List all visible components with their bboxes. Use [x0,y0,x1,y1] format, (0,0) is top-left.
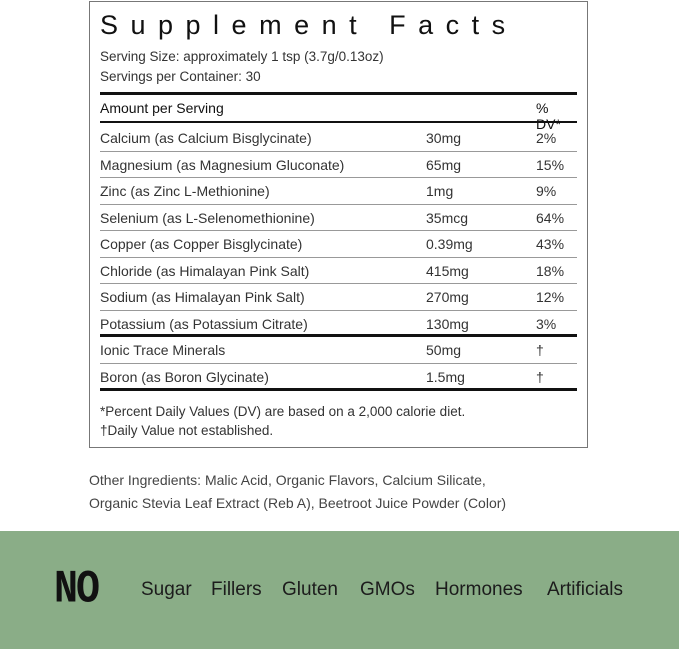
table-row: Chloride (as Himalayan Pink Salt) 415mg 18… [100,258,577,284]
dv-header: % DV* [536,100,561,132]
nutrient-amount: 1mg [426,183,454,199]
nutrient-amount: 30mg [426,130,462,146]
table-row: Boron (as Boron Glycinate) 1.5mg † [100,364,577,391]
nutrient-dv: 3% [536,315,557,332]
nutrient-amount: 130mg [426,315,469,332]
nutrient-name: Zinc (as Zinc L-Methionine) [100,183,270,199]
free-from-item: Fillers [211,579,262,600]
table-row: Magnesium (as Magnesium Gluconate) 65mg 15… [100,152,577,178]
nutrient-amount: 0.39mg [426,236,473,252]
nutrient-dv: 15% [536,156,565,173]
other-ingredients-line: Other Ingredients: Malic Acid, Organic F… [89,472,486,488]
nutrient-amount: 415mg [426,262,469,279]
servings-per-container: Servings per Container: 30 [100,69,261,84]
nutrient-name: Selenium (as L-Selenomethionine) [100,209,315,226]
nutrient-dv: 64% [536,209,565,226]
nutrient-name: Potassium (as Potassium Citrate) [100,315,308,332]
nutrient-dv: 12% [536,289,565,305]
amount-header: Amount per Serving [100,100,224,116]
free-from-item: Artificials [547,579,624,600]
nutrient-amount: 65mg [426,156,462,173]
table-row: Copper (as Copper Bisglycinate) 0.39mg 43% [100,231,577,258]
nutrient-table: Calcium (as Calcium Bisglycinate) 30mg 2% M… [100,125,577,391]
nutrient-amount: 35mcg [426,209,469,226]
nutrient-name: Sodium (as Himalayan Pink Salt) [100,289,305,305]
supplement-facts-panel: Supplement Facts Serving Size: approxima… [89,1,588,448]
free-from-item: Sugar [141,579,192,600]
other-ingredients-line: Organic Stevia Leaf Extract (Reb A), Bee… [89,495,507,511]
table-row: Sodium (as Himalayan Pink Salt) 270mg 12% [100,284,577,311]
table-row: Calcium (as Calcium Bisglycinate) 30mg 2% [100,125,577,152]
nutrient-name: Ionic Trace Minerals [100,342,226,358]
nutrient-name: Calcium (as Calcium Bisglycinate) [100,130,312,146]
table-row: Potassium (as Potassium Citrate) 130mg 3% [100,311,577,337]
free-from-item: Gluten [282,579,338,600]
no-label: NO [54,564,100,617]
divider-thick [100,92,577,95]
nutrient-dv: † [536,368,544,385]
footnote-dv: *Percent Daily Values (DV) are based on … [100,404,466,419]
free-from-banner [0,531,679,649]
table-row: Ionic Trace Minerals 50mg † [100,337,577,364]
nutrient-name: Chloride (as Himalayan Pink Salt) [100,262,310,279]
table-header: Amount per Serving % DV* [100,100,577,132]
nutrient-dv: † [536,342,544,358]
nutrient-name: Boron (as Boron Glycinate) [100,368,269,385]
nutrient-dv: 43% [536,236,565,252]
nutrient-name: Copper (as Copper Bisglycinate) [100,236,303,252]
nutrient-name: Magnesium (as Magnesium Gluconate) [100,156,345,173]
table-row: Selenium (as L-Selenomethionine) 35mcg 64% [100,205,577,231]
nutrient-amount: 50mg [426,342,462,358]
divider-thick [100,121,577,123]
footnote-dagger: †Daily Value not established. [100,423,274,438]
nutrient-amount: 270mg [426,289,469,305]
serving-size: Serving Size: approximately 1 tsp (3.7g/… [100,49,384,64]
free-from-item: Hormones [435,579,523,600]
nutrient-dv: 18% [536,262,565,279]
nutrient-amount: 1.5mg [426,368,465,385]
panel-title: Supplement Facts [100,10,518,40]
free-from-item: GMOs [360,579,415,600]
table-row: Zinc (as Zinc L-Methionine) 1mg 9% [100,178,577,205]
nutrient-dv: 9% [536,183,557,199]
nutrient-dv: 2% [536,130,557,146]
